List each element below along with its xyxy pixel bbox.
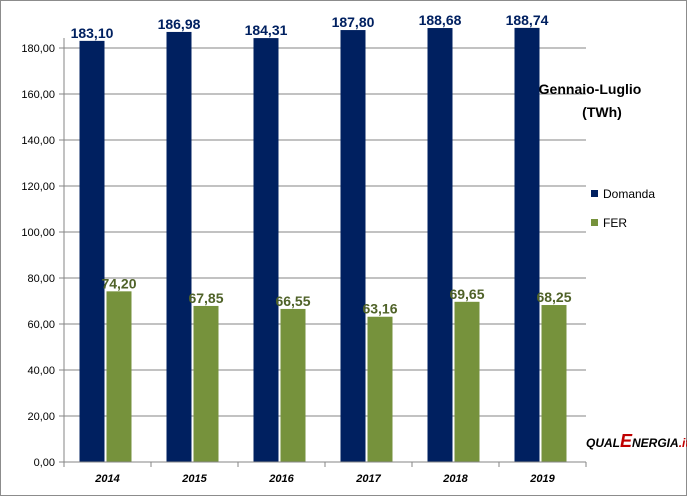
data-label-fer-2018: 69,65 bbox=[449, 286, 484, 302]
y-tick-label: 100,00 bbox=[21, 227, 55, 239]
bar-domanda-2016 bbox=[253, 38, 279, 462]
data-label-domanda-2018: 188,68 bbox=[419, 12, 462, 28]
legend: Domanda FER bbox=[591, 187, 655, 230]
bar-fer-2016 bbox=[280, 308, 306, 462]
bar-fer-2014 bbox=[106, 291, 132, 462]
x-tick-label: 2015 bbox=[181, 473, 207, 485]
bar-fer-2019 bbox=[541, 305, 567, 462]
y-axis-labels: 0,00 20,00 40,00 60,00 80,00 100,00 120,00 140,… bbox=[21, 43, 55, 469]
y-tick-label: 180,00 bbox=[21, 43, 55, 55]
data-label-domanda-2019: 188,74 bbox=[506, 12, 549, 28]
legend-swatch-fer bbox=[591, 219, 598, 226]
data-labels: 183,10 74,20 186,98 67,85 184,31 66,55 187,80 6… bbox=[71, 12, 572, 317]
x-tick-label: 2016 bbox=[268, 473, 294, 485]
axes bbox=[59, 38, 587, 467]
bar-domanda-2018 bbox=[427, 28, 453, 462]
x-tick-label: 2017 bbox=[355, 473, 381, 485]
y-tick-label: 80,00 bbox=[27, 273, 55, 285]
y-tick-label: 40,00 bbox=[27, 365, 55, 377]
bars bbox=[79, 27, 567, 463]
data-label-domanda-2015: 186,98 bbox=[158, 16, 201, 32]
data-label-fer-2016: 66,55 bbox=[275, 293, 310, 309]
data-label-fer-2015: 67,85 bbox=[188, 290, 223, 306]
data-label-fer-2014: 74,20 bbox=[101, 275, 136, 291]
data-label-fer-2017: 63,16 bbox=[362, 301, 397, 317]
gridlines bbox=[64, 47, 586, 417]
data-label-domanda-2017: 187,80 bbox=[332, 14, 375, 30]
legend-label-domanda: Domanda bbox=[603, 187, 655, 201]
qualenergia-logo: QUALENERGIA.it bbox=[586, 431, 687, 451]
x-tick-label: 2019 bbox=[529, 473, 555, 485]
y-tick-label: 140,00 bbox=[21, 135, 55, 147]
data-label-domanda-2014: 183,10 bbox=[71, 25, 114, 41]
x-tick-label: 2014 bbox=[94, 473, 119, 485]
bar-domanda-2014 bbox=[79, 40, 105, 463]
y-tick-label: 60,00 bbox=[27, 319, 55, 331]
data-label-fer-2019: 68,25 bbox=[536, 289, 571, 305]
data-label-domanda-2016: 184,31 bbox=[245, 22, 288, 38]
y-tick-label: 0,00 bbox=[34, 457, 55, 469]
y-tick-label: 160,00 bbox=[21, 89, 55, 101]
legend-label-fer: FER bbox=[603, 216, 627, 230]
bar-domanda-2017 bbox=[340, 30, 366, 463]
bar-fer-2018 bbox=[454, 301, 480, 462]
x-tick-label: 2018 bbox=[442, 473, 468, 485]
chart-subtitle: (TWh) bbox=[582, 104, 622, 120]
legend-swatch-domanda bbox=[591, 190, 598, 197]
bar-fer-2017 bbox=[367, 316, 393, 462]
x-axis-labels: 2014 2015 2016 2017 2018 2019 bbox=[94, 473, 555, 485]
y-tick-label: 20,00 bbox=[27, 411, 55, 423]
bar-domanda-2019 bbox=[514, 27, 540, 462]
y-tick-label: 120,00 bbox=[21, 181, 55, 193]
bar-fer-2015 bbox=[193, 305, 219, 462]
bar-domanda-2015 bbox=[166, 31, 192, 463]
chart-title: Gennaio-Luglio bbox=[539, 81, 642, 97]
